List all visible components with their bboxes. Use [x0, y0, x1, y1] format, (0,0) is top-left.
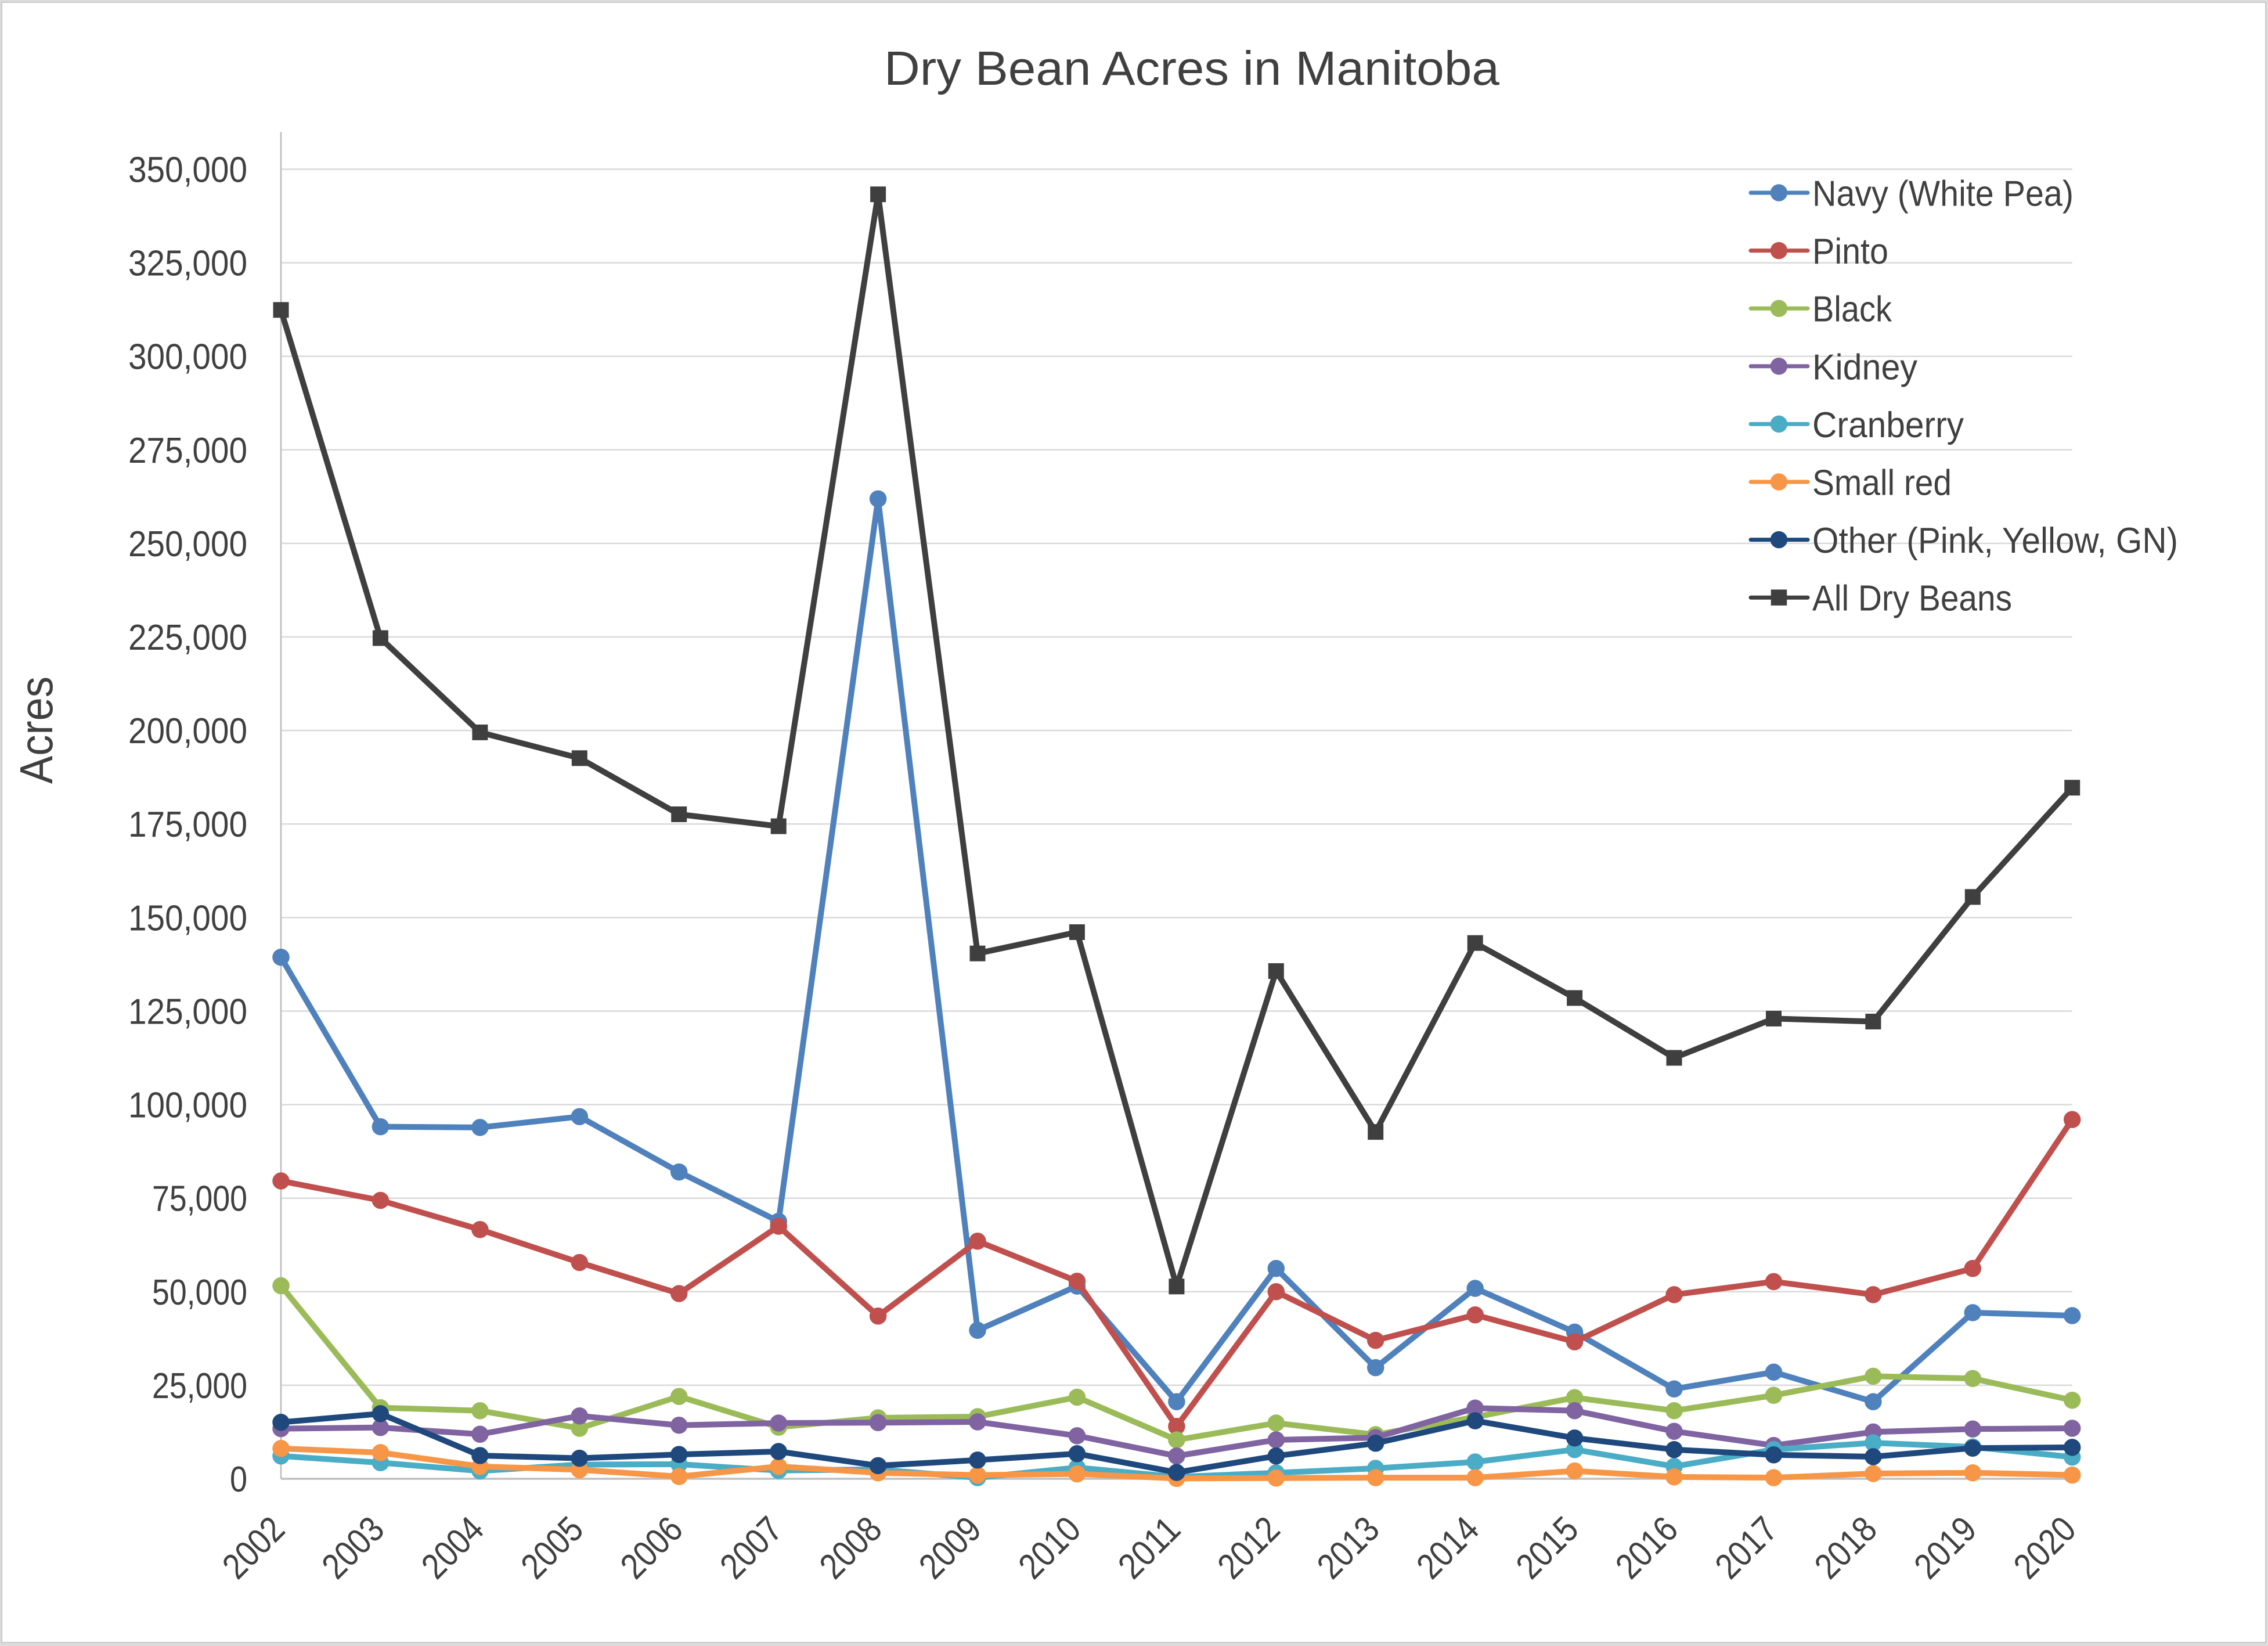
- svg-text:100,000: 100,000: [128, 1086, 247, 1126]
- svg-text:200,000: 200,000: [128, 711, 247, 751]
- svg-text:Pinto: Pinto: [1812, 232, 1888, 272]
- svg-text:Cranberry: Cranberry: [1812, 405, 1964, 445]
- svg-text:250,000: 250,000: [128, 524, 247, 564]
- svg-text:50,000: 50,000: [152, 1273, 247, 1313]
- svg-text:0: 0: [230, 1460, 247, 1500]
- svg-text:150,000: 150,000: [128, 898, 247, 938]
- svg-text:275,000: 275,000: [128, 431, 247, 471]
- svg-text:225,000: 225,000: [128, 618, 247, 658]
- svg-text:175,000: 175,000: [128, 805, 247, 845]
- svg-text:Navy (White Pea): Navy (White Pea): [1812, 174, 2074, 214]
- svg-text:Other (Pink, Yellow, GN): Other (Pink, Yellow, GN): [1812, 521, 2178, 561]
- svg-text:Kidney: Kidney: [1812, 347, 1917, 387]
- svg-text:300,000: 300,000: [128, 337, 247, 377]
- svg-text:25,000: 25,000: [152, 1366, 247, 1406]
- svg-text:350,000: 350,000: [128, 150, 247, 190]
- svg-text:325,000: 325,000: [128, 244, 247, 284]
- svg-text:Small red: Small red: [1812, 463, 1952, 503]
- svg-text:All Dry Beans: All Dry Beans: [1812, 579, 2012, 619]
- svg-text:75,000: 75,000: [152, 1179, 247, 1219]
- svg-text:Black: Black: [1812, 290, 1892, 330]
- svg-text:125,000: 125,000: [128, 992, 247, 1032]
- svg-text:Dry Bean Acres in Manitoba: Dry Bean Acres in Manitoba: [884, 41, 1500, 95]
- svg-text:Acres: Acres: [10, 676, 62, 784]
